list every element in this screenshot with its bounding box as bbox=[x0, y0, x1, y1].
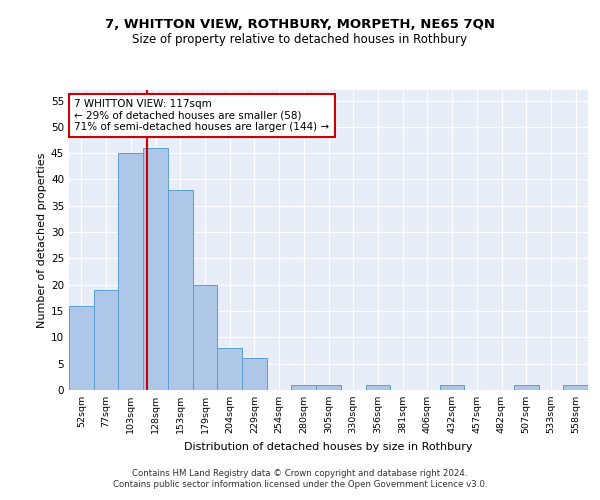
Bar bbox=[94, 290, 118, 390]
Bar bbox=[143, 148, 168, 390]
Bar bbox=[193, 284, 217, 390]
Bar bbox=[69, 306, 94, 390]
Bar bbox=[292, 384, 316, 390]
Bar bbox=[118, 153, 143, 390]
Text: Contains public sector information licensed under the Open Government Licence v3: Contains public sector information licen… bbox=[113, 480, 487, 489]
Text: Contains HM Land Registry data © Crown copyright and database right 2024.: Contains HM Land Registry data © Crown c… bbox=[132, 468, 468, 477]
Bar bbox=[316, 384, 341, 390]
Bar bbox=[440, 384, 464, 390]
Bar bbox=[217, 348, 242, 390]
Bar bbox=[365, 384, 390, 390]
X-axis label: Distribution of detached houses by size in Rothbury: Distribution of detached houses by size … bbox=[184, 442, 473, 452]
Text: 7 WHITTON VIEW: 117sqm
← 29% of detached houses are smaller (58)
71% of semi-det: 7 WHITTON VIEW: 117sqm ← 29% of detached… bbox=[74, 99, 329, 132]
Bar bbox=[514, 384, 539, 390]
Bar bbox=[563, 384, 588, 390]
Bar bbox=[168, 190, 193, 390]
Text: Size of property relative to detached houses in Rothbury: Size of property relative to detached ho… bbox=[133, 32, 467, 46]
Y-axis label: Number of detached properties: Number of detached properties bbox=[37, 152, 47, 328]
Text: 7, WHITTON VIEW, ROTHBURY, MORPETH, NE65 7QN: 7, WHITTON VIEW, ROTHBURY, MORPETH, NE65… bbox=[105, 18, 495, 30]
Bar bbox=[242, 358, 267, 390]
